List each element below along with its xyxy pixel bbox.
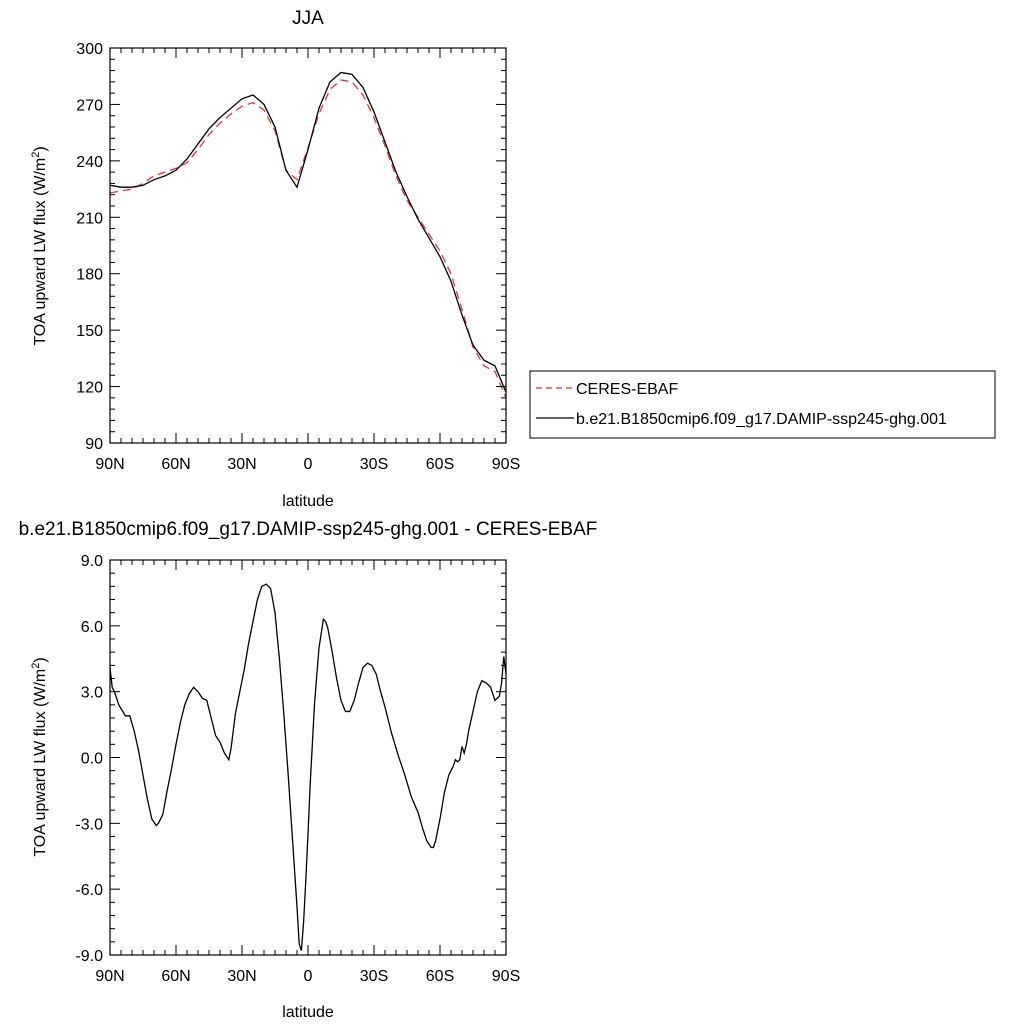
top-y-axis-title-text: TOA upward LW flux (W/m bbox=[32, 158, 49, 346]
top-x-tick-label: 60S bbox=[426, 456, 454, 473]
bottom-y-tick-label: 9.0 bbox=[81, 553, 103, 570]
top-x-axis-title: latitude bbox=[282, 493, 334, 510]
bottom-y-tick-label: 3.0 bbox=[81, 685, 103, 702]
top-y-tick-label: 240 bbox=[76, 154, 103, 171]
top-x-tick-label: 60N bbox=[161, 456, 190, 473]
legend: CERES-EBAF b.e21.B1850cmip6.f09_g17.DAMI… bbox=[529, 370, 996, 439]
bottom-x-tick-label: 30S bbox=[360, 968, 388, 985]
top-y-axis-title-close: ) bbox=[32, 146, 49, 151]
bottom-y-axis-title-sup: 2 bbox=[30, 663, 42, 669]
bottom-y-tick-label: -6.0 bbox=[75, 882, 103, 899]
bottom-y-axis-title: TOA upward LW flux (W/m2) bbox=[30, 657, 49, 856]
top-y-tick-label: 90 bbox=[85, 436, 103, 453]
top-x-tick-label: 90S bbox=[492, 456, 520, 473]
bottom-panel: b.e21.B1850cmip6.f09_g17.DAMIP-ssp245-gh… bbox=[19, 519, 598, 1021]
bottom-y-axis-title-close: ) bbox=[32, 657, 49, 662]
bottom-x-axis-title: latitude bbox=[282, 1004, 334, 1021]
legend-label-model: b.e21.B1850cmip6.f09_g17.DAMIP-ssp245-gh… bbox=[576, 411, 947, 428]
top-panel: JJA TOA upward LW flux (W/m2) latitude 9… bbox=[30, 8, 996, 510]
bottom-chart-title: b.e21.B1850cmip6.f09_g17.DAMIP-ssp245-gh… bbox=[19, 519, 598, 540]
bottom-y-axis-title-text: TOA upward LW flux (W/m bbox=[32, 669, 49, 857]
top-x-tick-label: 30S bbox=[360, 456, 388, 473]
top-chart-title: JJA bbox=[292, 8, 324, 29]
top-ceres-ebaf-line bbox=[109, 79, 507, 399]
bottom-x-tick-label: 90N bbox=[95, 968, 124, 985]
top-x-tick-label: 0 bbox=[304, 456, 313, 473]
bottom-x-tick-label: 90S bbox=[492, 968, 520, 985]
top-x-tick-label: 90N bbox=[95, 456, 124, 473]
bottom-x-tick-label: 0 bbox=[304, 968, 313, 985]
bottom-y-tick-label: -3.0 bbox=[75, 816, 103, 833]
top-y-tick-label: 180 bbox=[76, 267, 103, 284]
bottom-y-tick-label: -9.0 bbox=[75, 948, 103, 965]
top-y-tick-label: 150 bbox=[76, 323, 103, 340]
bottom-x-tick-label: 30N bbox=[227, 968, 256, 985]
top-y-tick-label: 300 bbox=[76, 41, 103, 58]
bottom-plot-area: 90N 60N 30N 0 30S 60S 90S -9.0 -6.0 -3.0 0.0 3.0 6.0… bbox=[75, 553, 520, 985]
bottom-y-tick-label: 6.0 bbox=[81, 619, 103, 636]
top-model-line bbox=[109, 71, 507, 393]
top-y-tick-label: 270 bbox=[76, 97, 103, 114]
bottom-difference-line bbox=[109, 583, 507, 951]
top-y-tick-label: 120 bbox=[76, 380, 103, 397]
svg-text:TOA upward LW flux (W/m2): TOA upward LW flux (W/m2) bbox=[30, 146, 49, 345]
top-plot-frame bbox=[109, 47, 507, 444]
top-plot-area: 90N 60N 30N 0 30S 60S 90S 90 120 150 180 210 240 270 3… bbox=[76, 41, 520, 473]
top-x-tick-label: 30N bbox=[227, 456, 256, 473]
bottom-plot-frame bbox=[109, 559, 507, 956]
bottom-x-tick-label: 60S bbox=[426, 968, 454, 985]
top-y-axis-title: TOA upward LW flux (W/m2) bbox=[30, 146, 49, 345]
top-y-tick-label: 210 bbox=[76, 210, 103, 227]
legend-label-ceres: CERES-EBAF bbox=[576, 381, 678, 398]
svg-text:TOA upward LW flux (W/m2): TOA upward LW flux (W/m2) bbox=[30, 657, 49, 856]
legend-frame bbox=[529, 370, 996, 439]
bottom-y-tick-label: 0.0 bbox=[81, 751, 103, 768]
bottom-x-tick-label: 60N bbox=[161, 968, 190, 985]
top-y-axis-title-sup: 2 bbox=[30, 152, 42, 158]
